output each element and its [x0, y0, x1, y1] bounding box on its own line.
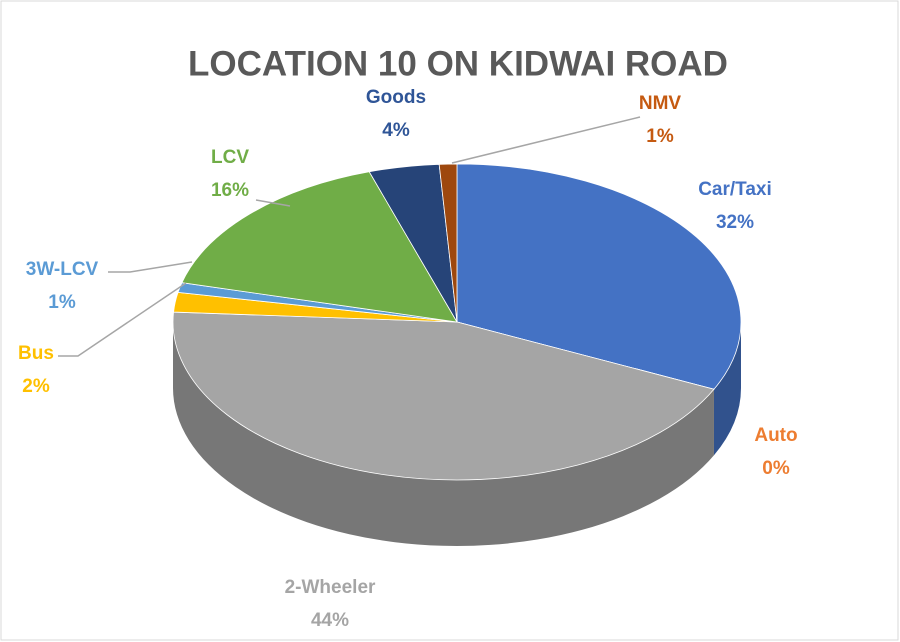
leader-line: [451, 116, 641, 164]
category-label: NMV: [639, 93, 682, 114]
leader-line: [108, 261, 193, 273]
pie-sides: [173, 322, 741, 546]
category-label: Auto: [754, 425, 797, 446]
leader-line: [58, 282, 187, 357]
leader-line: [255, 199, 291, 207]
value-label: 1%: [646, 126, 674, 147]
value-label: 16%: [211, 180, 249, 201]
value-label: 2%: [22, 376, 50, 397]
category-label: LCV: [211, 147, 249, 168]
value-label: 4%: [382, 120, 410, 141]
slice-side: [713, 322, 741, 456]
chart-title: LOCATION 10 ON KIDWAI ROAD: [188, 44, 728, 83]
slice: [438, 163, 458, 323]
category-label: 2-Wheeler: [285, 577, 376, 598]
leader-lines: [58, 116, 641, 357]
category-label: Bus: [18, 343, 54, 364]
value-label: 32%: [716, 212, 754, 233]
slice: [181, 171, 458, 323]
category-label: Car/Taxi: [698, 179, 772, 200]
category-label: 3W-LCV: [26, 259, 99, 280]
category-label: Goods: [366, 87, 426, 108]
slice: [172, 311, 715, 481]
data-labels: Car/Taxi 32% Auto 0% 2-Wheeler 44% Bus 2% 3W-LCV…: [18, 87, 798, 631]
value-label: 1%: [48, 292, 76, 313]
slice: [456, 163, 742, 390]
slice-side: [173, 322, 714, 546]
value-label: 44%: [311, 610, 349, 631]
pie-tops: [172, 163, 742, 481]
value-label: 0%: [762, 458, 790, 479]
